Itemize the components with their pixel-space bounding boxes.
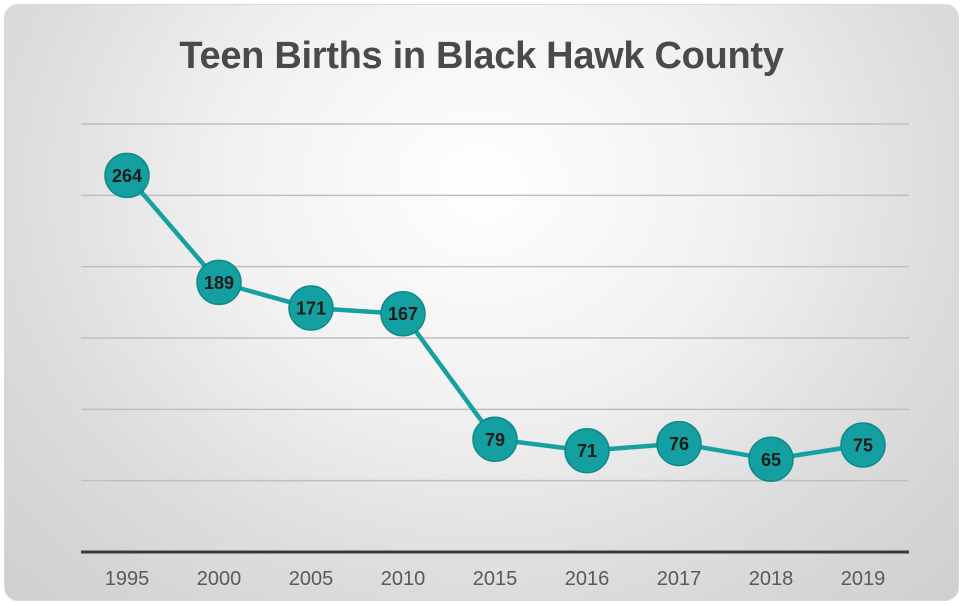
data-label: 171 xyxy=(296,299,326,319)
x-tick-label: 2018 xyxy=(749,568,794,590)
data-label: 71 xyxy=(577,441,597,461)
data-point xyxy=(288,285,334,331)
data-point xyxy=(840,422,886,468)
data-point xyxy=(656,420,702,467)
data-label: 167 xyxy=(388,304,418,324)
x-tick-label: 2015 xyxy=(473,568,518,590)
x-tick-label: 1995 xyxy=(105,568,150,590)
data-label: 65 xyxy=(761,450,781,470)
data-label: 264 xyxy=(112,166,142,186)
chart-title: Teen Births in Black Hawk County xyxy=(179,35,784,77)
data-point xyxy=(104,152,150,199)
chart-container: Teen Births in Black Hawk County 1995 200… xyxy=(4,4,959,601)
data-label: 189 xyxy=(204,273,234,293)
x-tick-label: 2010 xyxy=(381,568,426,590)
x-tick-label: 2017 xyxy=(657,568,702,590)
data-label: 75 xyxy=(853,436,873,456)
x-tick-label: 2005 xyxy=(289,568,334,590)
x-tick-label: 2000 xyxy=(197,568,242,590)
data-point xyxy=(380,290,426,337)
data-point xyxy=(564,427,610,474)
data-point xyxy=(472,416,518,463)
data-label: 79 xyxy=(485,430,505,450)
data-point xyxy=(748,436,794,483)
data-label: 76 xyxy=(669,434,689,454)
line-chart: 1995 2000 2005 2010 2015 2016 2017 2018 2019 264 1… xyxy=(81,123,909,590)
data-point xyxy=(196,259,242,306)
x-tick-label: 2019 xyxy=(841,568,886,590)
x-tick-label: 2016 xyxy=(565,568,610,590)
